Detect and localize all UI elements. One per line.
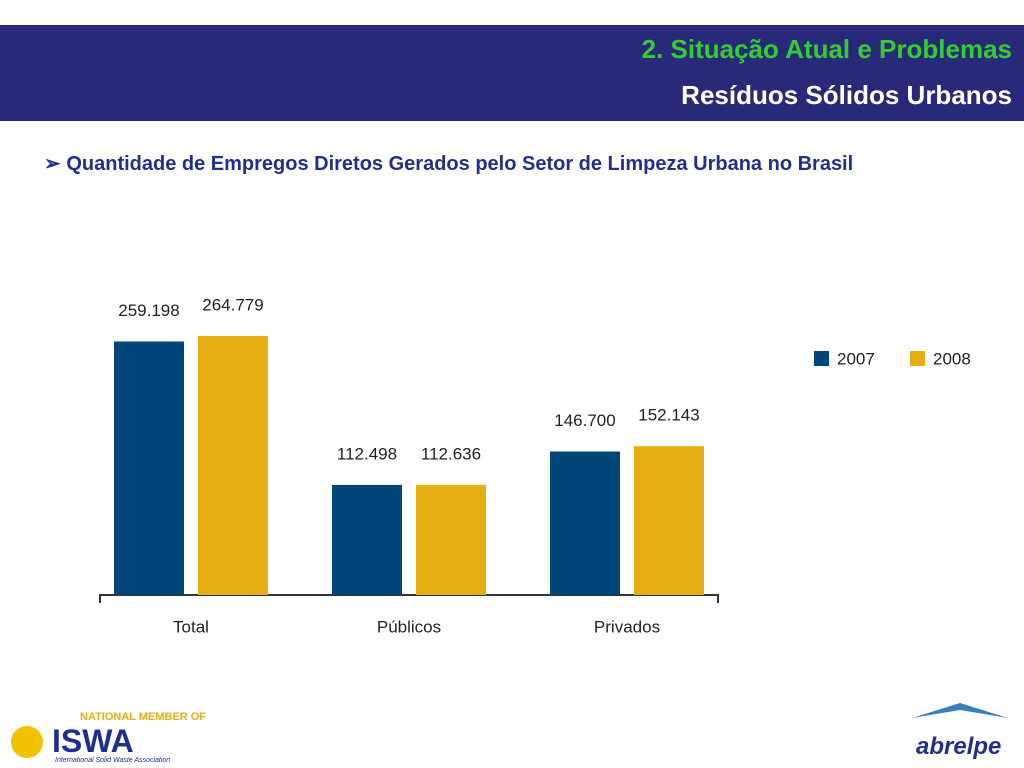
bar bbox=[198, 336, 268, 595]
bullet: ➢ Quantidade de Empregos Diretos Gerados… bbox=[44, 147, 984, 182]
abrelpe-logo-mark bbox=[912, 703, 1008, 718]
legend-label: 2008 bbox=[933, 349, 971, 368]
isw-full: International Solid Waste Association bbox=[55, 757, 170, 764]
value-label: 152.143 bbox=[638, 406, 699, 425]
legend-label: 2007 bbox=[837, 349, 875, 368]
bar bbox=[114, 341, 184, 595]
isw-member: NATIONAL MEMBER OF bbox=[80, 711, 206, 723]
header-band bbox=[0, 25, 1024, 121]
legend-swatch bbox=[910, 351, 925, 366]
value-label: 112.498 bbox=[337, 444, 397, 463]
value-label: 259.198 bbox=[118, 301, 179, 320]
value-label: 264.779 bbox=[202, 295, 263, 314]
subtitle: Resíduos Sólidos Urbanos bbox=[681, 80, 1012, 110]
legend-swatch bbox=[814, 351, 829, 366]
bar bbox=[416, 484, 486, 595]
x-tick-label: Privados bbox=[594, 617, 660, 636]
x-tick-label: Total bbox=[173, 617, 209, 636]
axis bbox=[99, 594, 719, 603]
bullet-text: Quantidade de Empregos Diretos Gerados p… bbox=[66, 153, 854, 175]
value-label: 112.636 bbox=[421, 444, 481, 463]
bar bbox=[634, 446, 704, 595]
isw-logo: ISWA bbox=[52, 723, 134, 759]
bullet-arrow: ➢ bbox=[44, 153, 67, 175]
title: 2. Situação Atual e Problemas bbox=[641, 34, 1012, 64]
abrelpe-logo: abrelpe bbox=[916, 733, 1001, 760]
bar bbox=[550, 451, 620, 595]
bar bbox=[332, 484, 402, 595]
value-label: 146.700 bbox=[554, 411, 615, 430]
x-tick-label: Públicos bbox=[377, 617, 441, 636]
isw-logo-flower bbox=[11, 726, 43, 758]
